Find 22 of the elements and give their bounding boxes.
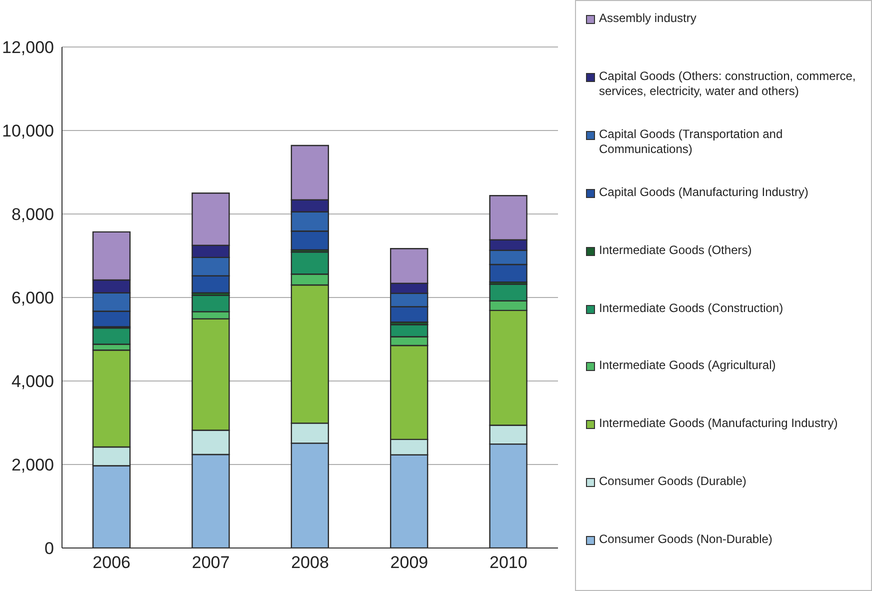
legend-label: Intermediate Goods (Construction) [599,300,784,316]
legend-label: Consumer Goods (Durable) [599,474,746,490]
legend-label: Capital Goods (Transportation and Communications) [599,126,784,157]
x-tick-label: 2007 [192,553,230,572]
y-tick-label: 0 [44,539,54,558]
legend-label: Assembly industry [599,11,696,26]
legend-label: Consumer Goods (Non-Durable) [599,532,772,548]
x-tick-label: 2006 [92,553,131,572]
legend-label: Intermediate Goods (Others) [599,242,752,258]
y-tick-label: 10,000 [2,122,54,141]
x-tick-label: 2008 [291,553,329,572]
y-tick-label: 12,000 [2,38,54,58]
y-tick-label: 2,000 [11,456,54,475]
x-tick-label: 2009 [390,553,428,572]
y-tick-label: 8,000 [11,205,54,224]
legend-label: Intermediate Goods (Agricultural) [599,358,776,374]
y-tick-label: 6,000 [11,288,54,308]
legend-label: Capital Goods (Manufacturing Industry) [599,184,808,200]
y-tick-label: 4,000 [11,372,54,392]
legend-label: Capital Goods (Others: construction, commerce, services, electricity, water and others) [599,68,857,99]
legend-label: Intermediate Goods (Manufacturing Industry) [599,416,838,432]
x-tick-label: 2010 [489,553,528,572]
